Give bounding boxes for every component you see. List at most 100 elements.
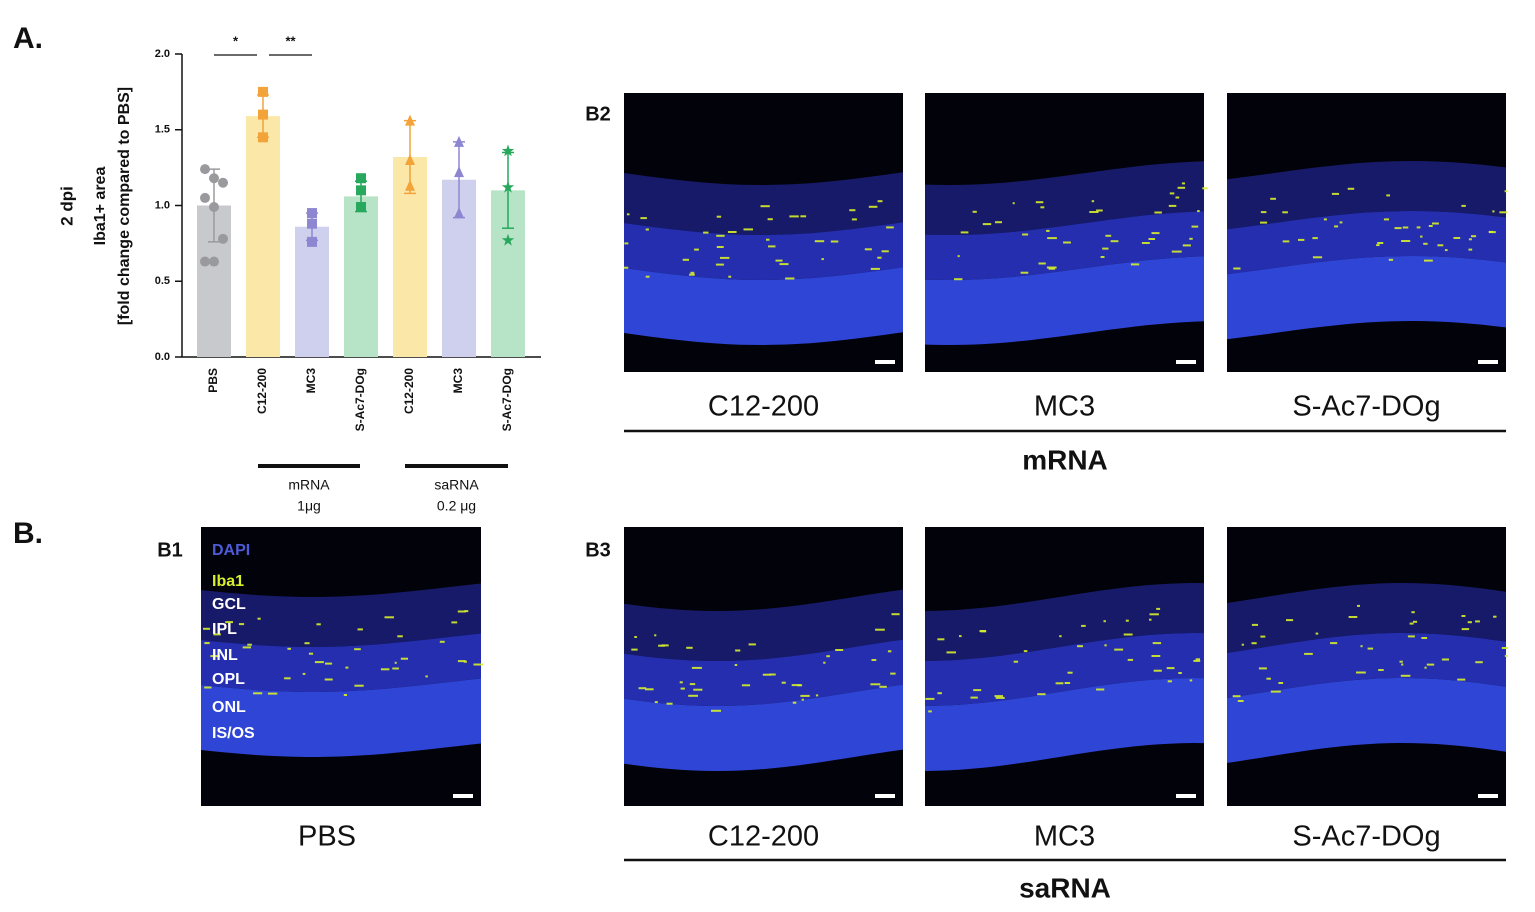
iba1-signal: [1426, 663, 1435, 666]
iba1-signal: [1100, 256, 1105, 258]
tissue-layer: [201, 583, 481, 647]
data-point: [209, 256, 219, 267]
data-point: [454, 166, 464, 178]
iba1-signal: [1270, 690, 1281, 693]
data-point: [405, 114, 415, 126]
iba1-signal: [1182, 244, 1191, 247]
tissue-layer: [1227, 583, 1506, 653]
iba1-signal: [1334, 225, 1339, 228]
tissue-layer: [624, 267, 903, 345]
iba1-signal: [451, 621, 458, 624]
micrograph: [201, 527, 483, 806]
iba1-signal: [769, 673, 776, 676]
iba1-signal: [345, 666, 349, 669]
iba1-signal: [823, 661, 826, 664]
group-dose: 1μg: [297, 498, 321, 514]
iba1-signal: [1461, 628, 1470, 631]
iba1-signal: [716, 215, 722, 218]
data-point: [356, 173, 366, 184]
layer-label: GCL: [212, 596, 246, 613]
iba1-signal: [1125, 619, 1129, 622]
iba1-signal: [1468, 248, 1473, 251]
iba1-signal: [1105, 234, 1112, 237]
iba1-signal: [1130, 263, 1140, 266]
iba1-signal: [1312, 256, 1323, 259]
tissue-layer: [1227, 161, 1506, 230]
iba1-signal: [661, 644, 669, 647]
iba1-signal: [1331, 192, 1339, 195]
iba1-signal: [1493, 615, 1497, 618]
iba1-signal: [1154, 211, 1162, 214]
x-tick-label: MC3: [451, 368, 465, 394]
iba1-signal: [1278, 682, 1284, 684]
iba1-signal: [654, 634, 657, 637]
iba1-signal: [1420, 235, 1423, 238]
iba1-signal: [1237, 700, 1244, 702]
iba1-signal: [267, 692, 278, 695]
iba1-signal: [354, 684, 364, 687]
x-tick-label: PBS: [206, 368, 220, 393]
iba1-signal: [1412, 620, 1418, 623]
image-caption: MC3: [1034, 821, 1095, 853]
iba1-signal: [1504, 654, 1508, 657]
iba1-signal: [1298, 238, 1305, 241]
iba1-signal: [693, 688, 703, 691]
iba1-signal: [1260, 211, 1267, 214]
data-point: [258, 132, 268, 143]
tissue-layer: [624, 222, 903, 280]
image-caption: C12-200: [708, 821, 819, 853]
iba1-signal: [791, 684, 801, 687]
iba1-signal: [1177, 186, 1186, 189]
iba1-signal: [1012, 202, 1015, 205]
iba1-signal: [703, 231, 709, 234]
iba1-signal: [645, 228, 649, 231]
iba1-signal: [1424, 666, 1427, 669]
iba1-signal: [1148, 238, 1156, 240]
iba1-signal: [800, 215, 807, 218]
data-point: [307, 236, 317, 247]
data-point: [258, 109, 268, 120]
iba1-signal: [1251, 623, 1258, 626]
iba1-signal: [1166, 667, 1175, 670]
iba1-signal: [638, 687, 647, 690]
iba1-signal: [384, 616, 394, 619]
tissue-layer: [925, 633, 1204, 706]
iba1-signal: [654, 701, 658, 704]
iba1-signal: [1149, 613, 1159, 616]
iba1-signal: [1067, 671, 1073, 674]
iba1-signal: [439, 640, 445, 643]
iba1-signal: [1475, 661, 1483, 664]
iba1-signal: [690, 271, 695, 274]
iba1-signal: [735, 649, 741, 652]
iba1-signal: [1104, 644, 1107, 647]
iba1-signal: [1504, 190, 1508, 193]
iba1-signal: [849, 209, 856, 212]
iba1-signal: [1156, 607, 1161, 610]
iba1-signal: [1153, 669, 1162, 672]
scale-bar: [1176, 360, 1196, 364]
scale-bar: [875, 360, 895, 364]
iba1-signal: [253, 692, 263, 695]
data-point: [501, 180, 515, 193]
iba1-signal: [716, 246, 724, 248]
iba1-signal: [1151, 232, 1160, 235]
y-tick-label: 0.0: [155, 351, 170, 363]
iba1-signal: [257, 617, 261, 620]
iba1-signal: [316, 623, 321, 626]
data-point: [405, 179, 415, 191]
iba1-signal: [1096, 688, 1105, 691]
iba1-signal: [325, 662, 333, 665]
iba1-signal: [1357, 604, 1360, 607]
iba1-signal: [1423, 242, 1428, 245]
iba1-signal: [242, 646, 251, 649]
iba1-signal: [887, 650, 892, 653]
iba1-signal: [1152, 642, 1162, 645]
iba1-signal: [1437, 244, 1444, 247]
bar: [344, 196, 378, 357]
iba1-signal: [1421, 637, 1428, 639]
x-tick-label: S-Ac7-DOg: [500, 368, 514, 431]
iba1-signal: [1356, 671, 1366, 674]
tissue-layer: [1227, 211, 1506, 275]
iba1-signal: [1386, 194, 1390, 197]
iba1-signal: [781, 681, 786, 684]
